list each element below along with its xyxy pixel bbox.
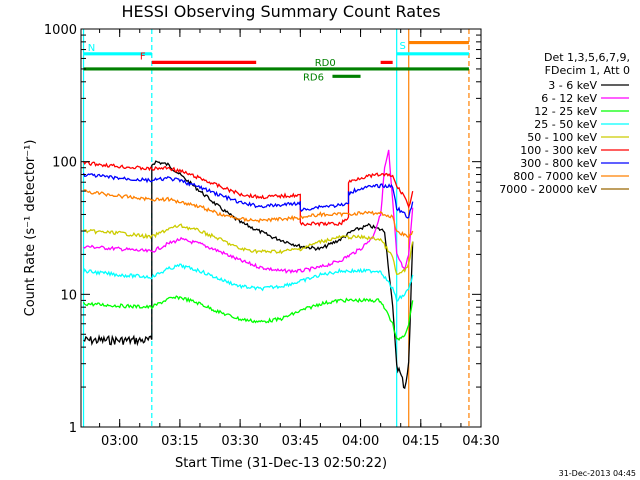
legend-label-6: 300 - 800 keV [520, 157, 597, 170]
legend-label-2: 12 - 25 keV [534, 105, 597, 118]
x-tick-label-0: 03:00 [101, 434, 138, 449]
legend-label-7: 800 - 7000 keV [513, 170, 597, 183]
flag-bars: N F RD0 RD6 S [83, 41, 469, 83]
flag-label-3: RD0 [315, 58, 336, 69]
x-tick-label-3: 03:45 [282, 434, 319, 449]
timestamp-stamp: 31-Dec-2013 04:45 [559, 469, 636, 478]
legend-header-0: Det 1,3,5,6,7,9, [544, 51, 630, 64]
x-tick-label-5: 04:15 [402, 434, 439, 449]
y-tick-label-0: 1 [69, 421, 77, 436]
series-group [82, 149, 414, 390]
axes: 03:00 03:15 03:30 03:45 04:00 04:15 04:30 1 10 10… [44, 23, 500, 449]
x-tick-label-4: 04:00 [342, 434, 379, 449]
series-line-6 [82, 172, 414, 219]
legend-label-1: 6 - 12 keV [541, 92, 597, 105]
flag-label-1: F [140, 51, 146, 62]
y-tick-label-1: 10 [60, 288, 77, 303]
x-axis-label: Start Time (31-Dec-13 02:50:22) [175, 456, 387, 471]
x-tick-label-1: 03:15 [161, 434, 198, 449]
legend-label-5: 100 - 300 keV [520, 144, 597, 157]
series-line-7 [83, 189, 414, 238]
legend-label-8: 7000 - 20000 keV [499, 183, 597, 196]
flag-label-0: N [88, 43, 95, 54]
legend-label-3: 25 - 50 keV [534, 118, 597, 131]
x-tick-label-2: 03:30 [221, 434, 258, 449]
series-line-3 [82, 263, 414, 302]
legend: Det 1,3,5,6,7,9,FDecim 1, Att 0 3 - 6 keV… [499, 51, 630, 196]
x-tick-label-6: 04:30 [462, 434, 499, 449]
flag-label-4: RD6 [303, 72, 324, 83]
series-line-5 [82, 160, 414, 227]
plot-frame [80, 28, 482, 428]
series-line-2 [82, 295, 414, 342]
y-tick-label-2: 100 [52, 156, 77, 171]
flag-label-5: S [400, 41, 406, 52]
series-line-0 [83, 160, 414, 390]
series-line-4 [83, 223, 414, 275]
legend-label-0: 3 - 6 keV [548, 79, 597, 92]
y-axis-label: Count Rate (s⁻¹ detector⁻¹) [23, 140, 38, 317]
legend-header-1: FDecim 1, Att 0 [545, 64, 630, 77]
chart-title: HESSI Observing Summary Count Rates [121, 2, 440, 21]
y-tick-label-3: 1000 [44, 23, 77, 38]
series-line-1 [83, 149, 414, 274]
legend-label-4: 50 - 100 keV [527, 131, 597, 144]
